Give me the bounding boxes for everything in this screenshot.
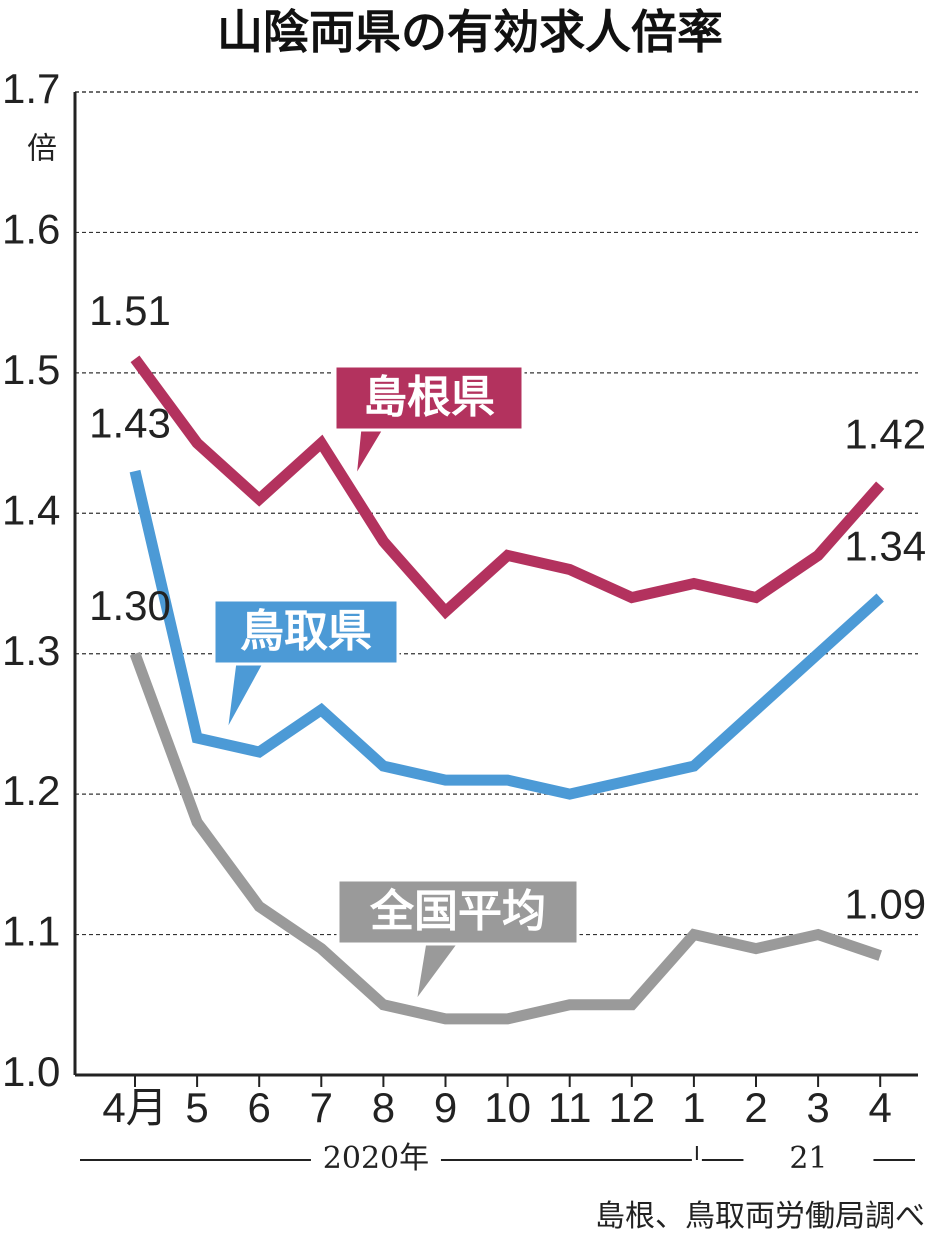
x-tick-label: 3 <box>806 1084 829 1131</box>
legend-label: 鳥取県 <box>240 606 372 657</box>
x-tick-label: 8 <box>372 1084 395 1131</box>
x-tick-label: 7 <box>310 1084 333 1131</box>
y-tick-label: 1.5 <box>2 346 60 393</box>
legend-box <box>336 878 580 946</box>
legend-label: 島根県 <box>363 372 495 423</box>
x-tick-label: 10 <box>484 1084 531 1131</box>
label-pointer <box>224 660 268 734</box>
series-line <box>129 469 884 800</box>
x-tick-label: 11 <box>548 1084 592 1131</box>
legend-box <box>212 598 400 666</box>
label-pointer <box>353 426 388 479</box>
value-label: 1.51 <box>89 287 171 334</box>
x-tick-label: 4 <box>869 1084 892 1131</box>
y-tick-label: 1.2 <box>2 767 60 814</box>
series-line <box>130 355 885 620</box>
x-tick-label: 12 <box>608 1084 655 1131</box>
x-tick-label: 6 <box>248 1084 271 1131</box>
group-label: 21 <box>789 1141 827 1176</box>
y-tick-label: 1.0 <box>2 1048 60 1095</box>
label-pointer <box>413 940 463 1004</box>
value-label: 1.09 <box>844 881 926 928</box>
legend-label: 全国平均 <box>369 886 546 937</box>
value-label: 1.42 <box>844 410 926 457</box>
x-tick-label: 4月 <box>102 1084 167 1131</box>
series-line <box>129 651 882 1025</box>
x-tick-label: 5 <box>185 1084 208 1131</box>
x-tick-label: 9 <box>434 1084 457 1131</box>
y-tick-label: 1.4 <box>2 486 60 533</box>
y-tick-label: 1.6 <box>2 206 60 253</box>
x-tick-label: 1 <box>682 1084 705 1131</box>
source: 島根、鳥取両労働局調べ <box>595 1199 925 1234</box>
y-tick-label: 1.1 <box>2 908 60 955</box>
group-label: 2020年 <box>323 1141 429 1176</box>
value-label: 1.34 <box>844 523 926 570</box>
value-label: 1.43 <box>89 399 171 446</box>
value-label: 1.30 <box>89 582 171 629</box>
y-tick-label: 1.3 <box>2 627 60 674</box>
y-axis-label: 倍 <box>27 132 57 167</box>
y-tick-label: 1.7 <box>2 65 60 112</box>
legend-box <box>333 364 525 432</box>
chart-title: 山陰両県の有効求人倍率 <box>217 5 723 59</box>
x-tick-label: 2 <box>744 1084 767 1131</box>
